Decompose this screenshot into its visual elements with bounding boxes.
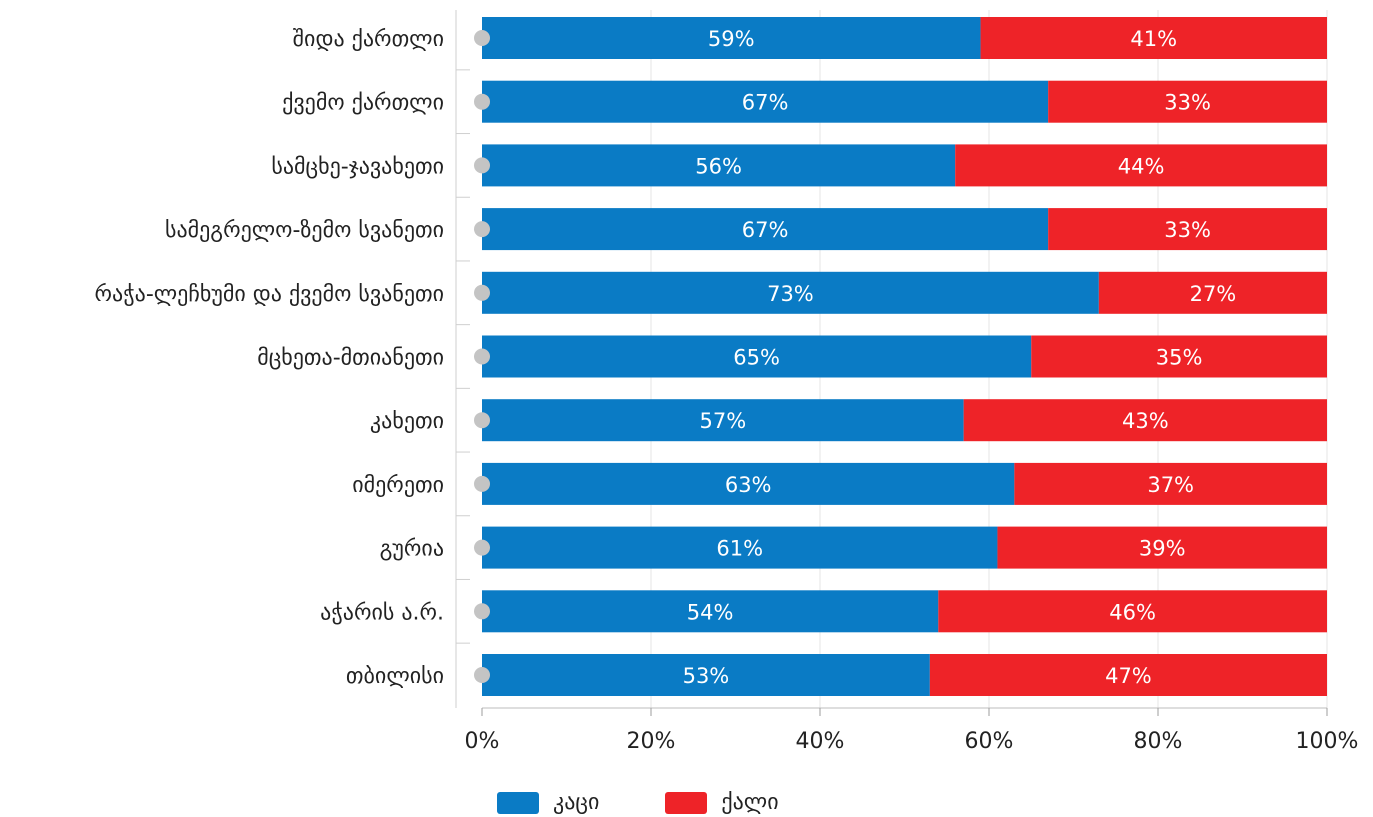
row-marker-dot xyxy=(474,30,490,46)
data-label: 53% xyxy=(683,664,730,688)
data-label: 61% xyxy=(716,537,763,561)
category-label: სამცხე-ჯავახეთი xyxy=(271,154,444,179)
row-marker-dot xyxy=(474,93,490,110)
data-label: 33% xyxy=(1164,218,1211,242)
bar-segment-men xyxy=(482,208,1049,251)
category-label: აჭარის ა.რ. xyxy=(320,600,444,625)
bar-segment-men xyxy=(482,590,939,633)
row-marker-dot xyxy=(474,348,490,365)
x-tick-label: 80% xyxy=(1134,729,1183,754)
category-label: თბილისი xyxy=(346,664,444,689)
bar-segment-women xyxy=(929,654,1327,696)
category-label: ქვემო ქართლი xyxy=(282,91,444,116)
data-label: 41% xyxy=(1130,27,1177,51)
data-label: 65% xyxy=(733,346,780,370)
data-label: 27% xyxy=(1190,282,1237,306)
data-label: 54% xyxy=(687,600,734,624)
data-label: 46% xyxy=(1109,600,1156,624)
row-marker-dot xyxy=(474,603,490,620)
bar-segment-men xyxy=(482,17,981,59)
bar-segment-women xyxy=(1031,335,1327,378)
data-label: 33% xyxy=(1164,91,1211,115)
category-label: რაჭა-ლეჩხუმი და ქვემო სვანეთი xyxy=(95,282,444,307)
x-tick-label: 100% xyxy=(1296,729,1359,754)
data-label: 59% xyxy=(708,27,755,51)
x-tick-label: 60% xyxy=(965,729,1014,754)
row-marker-dot xyxy=(474,667,490,683)
data-label: 44% xyxy=(1118,154,1165,178)
data-label: 39% xyxy=(1139,537,1186,561)
data-label: 35% xyxy=(1156,346,1203,370)
bar-segment-men xyxy=(482,335,1032,378)
legend-swatch-men xyxy=(497,791,539,814)
chart-legend: კაცი ქალი xyxy=(497,790,845,815)
legend-item-men: კაცი xyxy=(497,790,599,815)
bar-segment-women xyxy=(997,526,1327,569)
data-label: 56% xyxy=(695,154,742,178)
data-label: 37% xyxy=(1147,473,1194,497)
category-label: კახეთი xyxy=(370,409,444,434)
data-label: 43% xyxy=(1122,409,1169,433)
legend-label-men: კაცი xyxy=(553,790,600,815)
bar-segment-women xyxy=(938,590,1327,633)
row-marker-dot xyxy=(474,412,490,429)
bar-segment-men xyxy=(482,399,964,442)
legend-item-women: ქალი xyxy=(665,790,779,815)
bar-segment-women xyxy=(1048,208,1327,251)
bar-segment-women xyxy=(980,17,1327,59)
bar-segment-men xyxy=(482,80,1049,123)
bar-segment-men xyxy=(482,462,1015,505)
row-marker-dot xyxy=(474,475,490,492)
row-marker-dot xyxy=(474,284,490,301)
data-label: 67% xyxy=(742,218,789,242)
data-label: 67% xyxy=(742,91,789,115)
x-tick-label: 0% xyxy=(465,729,500,754)
category-label: იმერეთი xyxy=(352,473,444,498)
category-label: გურია xyxy=(380,537,444,562)
data-label: 47% xyxy=(1105,664,1152,688)
category-label: შიდა ქართლი xyxy=(293,27,444,52)
legend-label-women: ქალი xyxy=(721,790,779,815)
x-tick-label: 40% xyxy=(796,729,845,754)
row-marker-dot xyxy=(474,157,490,174)
bar-segment-women xyxy=(1048,80,1327,123)
category-label: სამეგრელო-ზემო სვანეთი xyxy=(165,218,444,243)
data-label: 73% xyxy=(767,282,814,306)
bar-segment-women xyxy=(963,399,1327,442)
bar-segment-men xyxy=(482,144,956,187)
legend-swatch-women xyxy=(665,791,708,814)
data-label: 63% xyxy=(725,473,772,497)
bar-segment-women xyxy=(955,144,1327,187)
x-tick-label: 20% xyxy=(627,729,676,754)
data-label: 57% xyxy=(699,409,746,433)
bar-segment-men xyxy=(482,526,998,569)
bar-segment-women xyxy=(1014,462,1327,505)
bar-segment-women xyxy=(1098,271,1327,314)
row-marker-dot xyxy=(474,539,490,556)
category-label: მცხეთა-მთიანეთი xyxy=(257,346,444,371)
row-marker-dot xyxy=(474,221,490,238)
bar-segment-men xyxy=(482,654,930,696)
bar-segment-men xyxy=(482,271,1099,314)
